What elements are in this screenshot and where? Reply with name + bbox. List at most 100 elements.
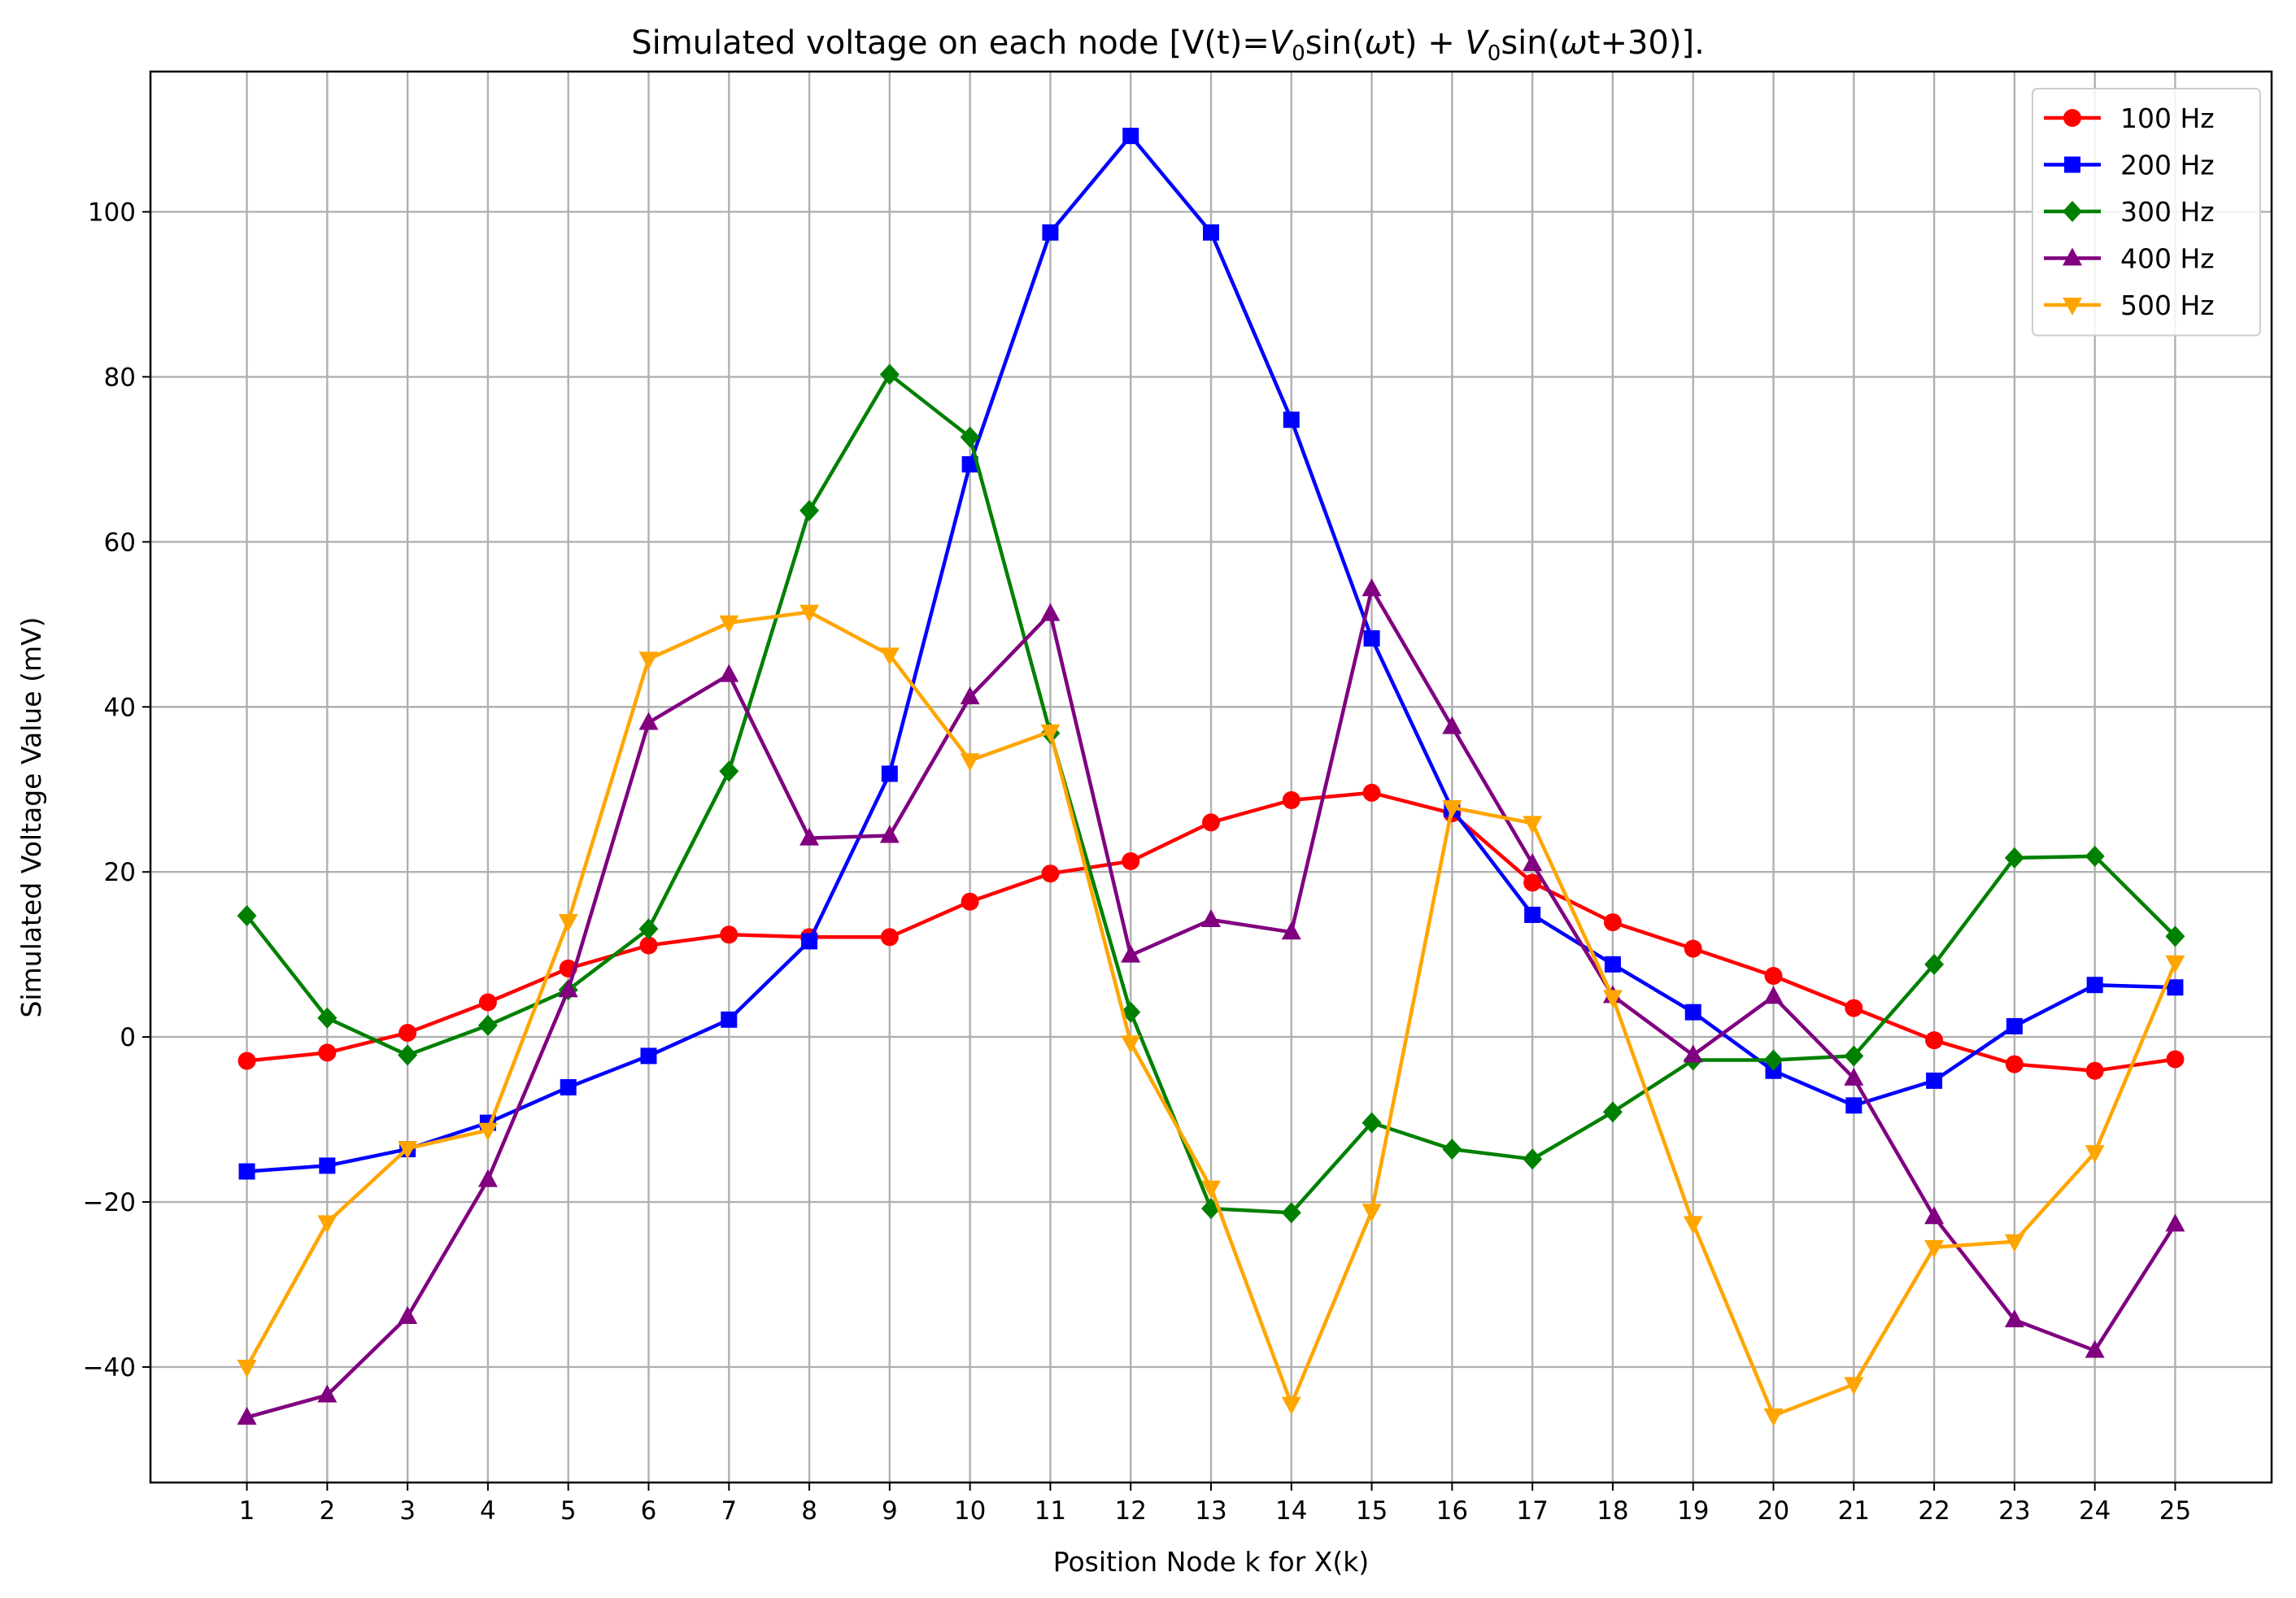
legend-item-100-hz: 100 Hz bbox=[2044, 102, 2215, 134]
axis-ticks: 1 2 3 4 5 6 7 8 9 10 11 12 13 14 15 16 17 18 19 20 21 22 23 24 2… bbox=[83, 198, 2192, 1526]
data-point-100-hz bbox=[1122, 851, 1140, 870]
data-point-500-hz bbox=[1121, 1035, 1141, 1054]
data-point-300-hz bbox=[1361, 1112, 1382, 1134]
legend-marker bbox=[2063, 298, 2082, 316]
x-tick-label: 10 bbox=[954, 1496, 986, 1526]
data-point-500-hz bbox=[1281, 1396, 1301, 1415]
legend-label: 500 Hz bbox=[2120, 290, 2215, 321]
data-point-400-hz bbox=[477, 1169, 498, 1187]
data-point-200-hz bbox=[2086, 977, 2103, 994]
x-tick-label: 5 bbox=[560, 1496, 577, 1526]
data-point-100-hz bbox=[2005, 1055, 2024, 1073]
data-point-500-hz bbox=[1683, 1216, 1703, 1234]
legend-marker bbox=[2064, 156, 2080, 173]
x-tick-label: 21 bbox=[1838, 1496, 1870, 1526]
data-point-400-hz bbox=[1924, 1206, 1945, 1225]
x-tick-label: 11 bbox=[1035, 1496, 1066, 1526]
data-point-300-hz bbox=[1523, 1148, 1543, 1170]
data-point-400-hz bbox=[1281, 921, 1301, 940]
x-tick-label: 12 bbox=[1114, 1496, 1146, 1526]
data-point-100-hz bbox=[720, 925, 738, 944]
data-point-500-hz bbox=[317, 1215, 338, 1234]
data-point-100-hz bbox=[1764, 967, 1783, 986]
data-point-200-hz bbox=[1926, 1072, 1943, 1089]
series-layer bbox=[237, 128, 2185, 1426]
data-point-500-hz bbox=[2085, 1145, 2105, 1164]
data-point-200-hz bbox=[1283, 411, 1300, 429]
x-tick-label: 18 bbox=[1597, 1496, 1628, 1526]
data-point-200-hz bbox=[801, 933, 818, 950]
data-point-500-hz bbox=[237, 1359, 257, 1378]
data-point-100-hz bbox=[1282, 790, 1300, 809]
x-tick-label: 1 bbox=[239, 1496, 255, 1526]
x-tick-label: 24 bbox=[2079, 1496, 2111, 1526]
y-tick-label: 60 bbox=[104, 528, 136, 557]
x-tick-label: 6 bbox=[641, 1496, 657, 1526]
x-tick-label: 20 bbox=[1758, 1496, 1789, 1526]
data-point-400-hz bbox=[1844, 1067, 1864, 1086]
data-point-300-hz bbox=[2165, 925, 2185, 947]
legend-item-500-hz: 500 Hz bbox=[2044, 290, 2215, 321]
data-point-500-hz bbox=[1361, 1204, 1382, 1222]
data-point-300-hz bbox=[1602, 1101, 1623, 1123]
data-point-300-hz bbox=[2004, 847, 2024, 869]
data-point-400-hz bbox=[1442, 716, 1462, 734]
data-point-500-hz bbox=[719, 615, 739, 634]
y-tick-label: 0 bbox=[120, 1023, 136, 1052]
data-point-100-hz bbox=[399, 1024, 417, 1043]
legend-label: 100 Hz bbox=[2120, 102, 2215, 134]
x-tick-label: 17 bbox=[1516, 1496, 1548, 1526]
x-tick-label: 22 bbox=[1918, 1496, 1950, 1526]
data-point-300-hz bbox=[638, 918, 659, 940]
data-point-200-hz bbox=[961, 455, 978, 472]
data-point-500-hz bbox=[638, 651, 659, 670]
y-tick-label: 20 bbox=[104, 858, 136, 887]
data-point-300-hz bbox=[879, 364, 900, 385]
data-point-200-hz bbox=[881, 765, 898, 782]
data-point-500-hz bbox=[1442, 800, 1462, 819]
data-point-300-hz bbox=[1763, 1049, 1784, 1071]
data-point-500-hz bbox=[1924, 1239, 1945, 1258]
data-point-500-hz bbox=[1040, 724, 1061, 742]
data-point-100-hz bbox=[1362, 783, 1381, 802]
data-point-500-hz bbox=[960, 753, 980, 772]
data-point-100-hz bbox=[1684, 939, 1702, 958]
data-point-200-hz bbox=[1765, 1062, 1782, 1079]
data-point-500-hz bbox=[1523, 816, 1543, 834]
data-point-200-hz bbox=[1042, 224, 1059, 241]
data-point-400-hz bbox=[2004, 1309, 2024, 1328]
x-tick-label: 16 bbox=[1436, 1496, 1468, 1526]
x-tick-label: 8 bbox=[801, 1496, 817, 1526]
data-point-100-hz bbox=[1603, 913, 1622, 932]
y-tick-label: −20 bbox=[83, 1188, 136, 1217]
series-400-hz bbox=[237, 578, 2185, 1425]
data-point-400-hz bbox=[2085, 1339, 2105, 1358]
data-point-100-hz bbox=[880, 928, 899, 947]
data-point-100-hz bbox=[1523, 873, 1542, 892]
data-point-400-hz bbox=[1523, 853, 1543, 872]
data-point-300-hz bbox=[317, 1007, 338, 1029]
data-point-500-hz bbox=[1201, 1180, 1221, 1199]
data-point-300-hz bbox=[237, 904, 257, 926]
x-tick-label: 25 bbox=[2159, 1496, 2191, 1526]
data-point-500-hz bbox=[799, 604, 820, 623]
legend-item-200-hz: 200 Hz bbox=[2044, 150, 2215, 181]
x-tick-label: 4 bbox=[480, 1496, 496, 1526]
y-tick-label: 40 bbox=[104, 693, 136, 722]
data-point-200-hz bbox=[721, 1011, 738, 1028]
data-point-100-hz bbox=[2085, 1061, 2104, 1080]
data-point-200-hz bbox=[560, 1078, 577, 1095]
x-tick-label: 2 bbox=[319, 1496, 335, 1526]
data-point-200-hz bbox=[2167, 979, 2184, 996]
data-point-500-hz bbox=[879, 647, 900, 666]
data-point-100-hz bbox=[478, 993, 497, 1012]
data-point-200-hz bbox=[1845, 1097, 1863, 1114]
data-point-100-hz bbox=[961, 892, 979, 911]
data-point-300-hz bbox=[960, 426, 980, 448]
data-point-100-hz bbox=[1041, 864, 1060, 883]
data-point-500-hz bbox=[1763, 1408, 1784, 1426]
data-point-200-hz bbox=[1122, 128, 1139, 145]
